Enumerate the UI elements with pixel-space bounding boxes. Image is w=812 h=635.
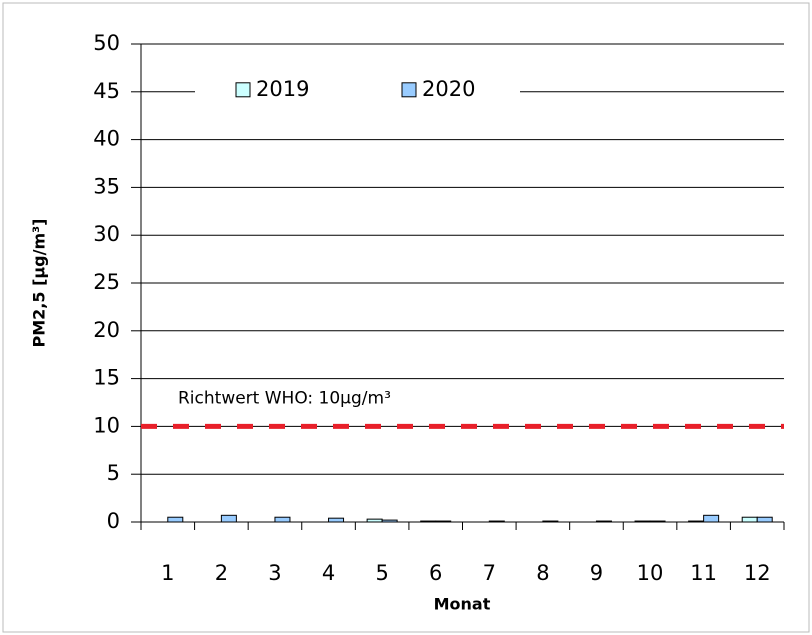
bar <box>366 518 383 523</box>
y-tick-label: 25 <box>93 270 120 294</box>
x-tick-label: 10 <box>637 561 664 585</box>
bar <box>703 514 720 523</box>
bar <box>167 516 184 523</box>
bar <box>634 520 651 523</box>
x-tick-label: 2 <box>215 561 228 585</box>
y-tick-label: 0 <box>107 509 120 533</box>
bar <box>381 519 398 523</box>
bar <box>595 520 612 523</box>
bar <box>420 520 437 523</box>
x-tick-label: 12 <box>744 561 771 585</box>
y-tick-label: 15 <box>93 366 120 390</box>
x-tick-label: 8 <box>536 561 549 585</box>
bar <box>435 520 452 523</box>
x-tick-label: 11 <box>690 561 717 585</box>
legend-label: 2020 <box>422 77 475 101</box>
y-tick-label: 45 <box>93 79 120 103</box>
bar <box>542 520 559 523</box>
y-tick-label: 35 <box>93 174 120 198</box>
bar <box>328 517 345 523</box>
x-tick-label: 5 <box>375 561 388 585</box>
x-tick-label: 3 <box>268 561 281 585</box>
legend-swatch <box>401 82 417 98</box>
x-tick-label: 9 <box>590 561 603 585</box>
bar <box>649 520 666 523</box>
y-tick-label: 10 <box>93 413 120 437</box>
y-tick-label: 30 <box>93 222 120 246</box>
y-tick-label: 5 <box>107 461 120 485</box>
bar <box>741 516 758 523</box>
x-tick-label: 1 <box>161 561 174 585</box>
x-tick-label: 6 <box>429 561 442 585</box>
y-tick-label: 40 <box>93 127 120 151</box>
y-axis-label: PM2,5 [µg/m³] <box>30 219 49 348</box>
x-tick-label: 7 <box>483 561 496 585</box>
y-tick-label: 50 <box>93 31 120 55</box>
y-tick-label: 20 <box>93 318 120 342</box>
bar <box>274 516 291 523</box>
legend-swatch <box>235 82 251 98</box>
bar <box>756 516 773 523</box>
bar <box>688 520 705 523</box>
bar <box>488 520 505 523</box>
bar <box>220 514 237 523</box>
x-axis-label: Monat <box>434 595 491 614</box>
x-tick-label: 4 <box>322 561 335 585</box>
legend-label: 2019 <box>256 77 309 101</box>
reference-label: Richtwert WHO: 10µg/m³ <box>178 388 391 408</box>
